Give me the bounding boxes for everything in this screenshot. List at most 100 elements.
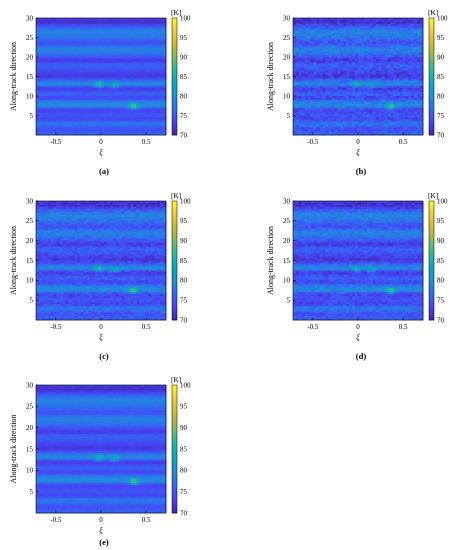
heatmap-cell xyxy=(89,64,93,68)
heatmap-cell xyxy=(160,33,164,36)
heatmap-cell xyxy=(375,27,380,31)
heatmap-cell xyxy=(112,37,117,40)
heatmap-cell xyxy=(127,49,131,52)
heatmap-cell xyxy=(89,58,93,62)
heatmap-cell xyxy=(89,25,93,29)
heatmap-cell xyxy=(325,25,329,29)
heatmap-cell xyxy=(127,119,131,122)
heatmap-cell xyxy=(80,123,84,126)
heatmap-cell xyxy=(124,84,128,87)
heatmap-cell xyxy=(148,96,152,99)
heatmap-cell xyxy=(56,88,61,91)
heatmap-cell xyxy=(56,121,61,124)
heatmap-cell xyxy=(77,90,81,93)
heatmap-cell xyxy=(112,62,117,66)
heatmap-cell xyxy=(36,76,40,79)
heatmap-cell xyxy=(68,29,72,33)
heatmap-cell xyxy=(399,21,403,25)
heatmap-cell xyxy=(36,57,40,60)
heatmap-cell xyxy=(101,70,105,73)
heatmap-cell xyxy=(130,101,134,105)
heatmap-cell xyxy=(109,37,114,40)
heatmap-cell xyxy=(101,29,105,33)
heatmap-cell xyxy=(62,31,66,34)
heatmap-cell xyxy=(77,70,81,73)
heatmap-cell xyxy=(41,121,46,124)
heatmap-cell xyxy=(121,117,126,120)
heatmap-cell xyxy=(136,62,140,66)
heatmap-cell xyxy=(136,60,140,64)
heatmap-cell xyxy=(130,70,134,73)
heatmap-cell xyxy=(163,49,167,52)
heatmap-cell xyxy=(95,18,99,21)
heatmap-cell xyxy=(154,35,158,38)
heatmap-cell xyxy=(130,121,134,124)
heatmap-cell xyxy=(142,27,146,31)
heatmap-cell xyxy=(36,41,40,44)
heatmap-cell xyxy=(50,35,55,38)
heatmap-cell xyxy=(74,23,78,27)
heatmap-cell xyxy=(109,99,114,103)
heatmap-cell xyxy=(92,37,96,40)
heatmap-cell xyxy=(36,74,40,77)
heatmap-cell xyxy=(124,86,128,89)
heatmap-cell xyxy=(157,127,161,130)
heatmap-cell xyxy=(38,60,43,64)
heatmap-cell xyxy=(68,119,72,122)
heatmap-cell xyxy=(80,45,84,48)
heatmap-cell xyxy=(160,101,164,105)
heatmap-cell xyxy=(103,115,108,118)
heatmap-cell xyxy=(74,115,78,118)
heatmap-cell xyxy=(74,60,78,64)
heatmap-cell xyxy=(50,125,55,128)
colorbar-segment xyxy=(172,60,177,63)
heatmap-cell xyxy=(109,51,114,54)
heatmap-cell xyxy=(38,74,43,77)
heatmap-cell xyxy=(83,113,87,116)
heatmap-cell xyxy=(142,51,146,54)
heatmap-cell xyxy=(53,117,58,120)
heatmap-cell xyxy=(59,80,63,83)
heatmap-cell xyxy=(352,27,356,31)
heatmap-cell xyxy=(77,55,81,58)
heatmap-cell xyxy=(44,23,49,27)
heatmap-cell xyxy=(68,21,72,25)
heatmap-cell xyxy=(151,31,155,34)
heatmap-cell xyxy=(163,113,167,116)
heatmap-cell xyxy=(92,105,96,109)
heatmap-cell xyxy=(68,115,72,118)
heatmap-cell xyxy=(41,25,46,29)
heatmap-cell xyxy=(50,55,55,58)
heatmap-cell xyxy=(109,125,114,128)
heatmap-cell xyxy=(95,47,99,50)
heatmap-cell xyxy=(420,27,424,31)
heatmap-cell xyxy=(62,25,66,29)
heatmap-cell xyxy=(157,31,161,34)
heatmap-cell xyxy=(109,29,114,33)
heatmap-cell xyxy=(101,43,105,46)
colorbar-segment xyxy=(172,57,177,61)
heatmap-cell xyxy=(62,125,66,128)
heatmap-cell xyxy=(142,58,146,62)
heatmap-cell xyxy=(360,23,365,27)
heatmap-cell xyxy=(98,45,102,48)
heatmap-cell xyxy=(331,29,335,33)
heatmap-cell xyxy=(106,88,111,91)
heatmap-cell xyxy=(92,33,96,36)
heatmap-cell xyxy=(124,29,128,33)
heatmap-cell xyxy=(98,103,102,107)
colorbar-tick-label: 70 xyxy=(180,131,188,139)
heatmap-cell xyxy=(98,43,102,46)
heatmap-cell xyxy=(68,25,72,29)
heatmap-cell xyxy=(65,86,69,89)
heatmap-cell xyxy=(56,123,61,126)
heatmap-cell xyxy=(322,31,326,34)
heatmap-cell xyxy=(121,43,126,46)
heatmap-cell xyxy=(360,21,365,25)
heatmap-cell xyxy=(121,58,126,62)
heatmap-cell xyxy=(139,84,143,87)
heatmap-cell xyxy=(101,101,105,105)
heatmap-cell xyxy=(80,39,84,42)
colorbar-segment xyxy=(172,50,177,54)
heatmap-cell xyxy=(148,88,152,91)
